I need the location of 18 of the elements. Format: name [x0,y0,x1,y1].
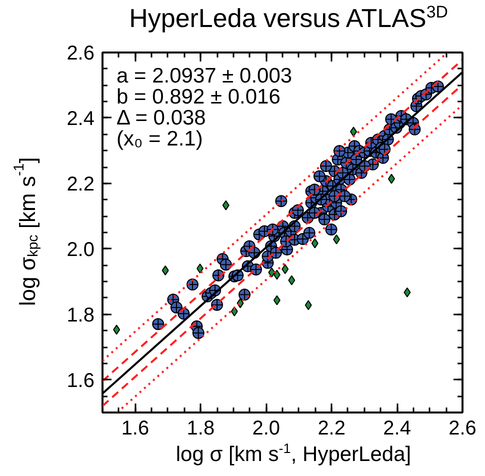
annotation: a = 2.0937 ± 0.003 [116,64,292,88]
x-tick-label: 2.0 [252,418,280,440]
chart-title: HyperLeda versus ATLAS$^{3D}$ [129,2,448,33]
y-tick-label: 2.0 [66,238,95,261]
y-tick-label: 2.6 [66,42,95,64]
x-tick-label: 1.6 [121,418,150,440]
annotation: (x₀ = 2.1) [116,128,203,150]
y-tick-label: 2.4 [66,108,95,130]
x-tick-label: 2.2 [318,418,346,440]
x-axis-title: log σ [km s$^{-1}$, HyperLeda] [176,441,412,466]
annotation: b = 0.892 ± 0.016 [116,86,280,108]
y-tick-label: 1.8 [66,304,95,326]
x-tick-label: 2.4 [383,418,411,440]
x-tick-label: 2.6 [448,418,476,440]
y-tick-label: 2.2 [66,173,95,196]
x-tick-label: 1.8 [186,418,215,440]
annotation: Δ = 0.038 [116,106,206,130]
y-tick-label: 1.6 [66,370,95,392]
